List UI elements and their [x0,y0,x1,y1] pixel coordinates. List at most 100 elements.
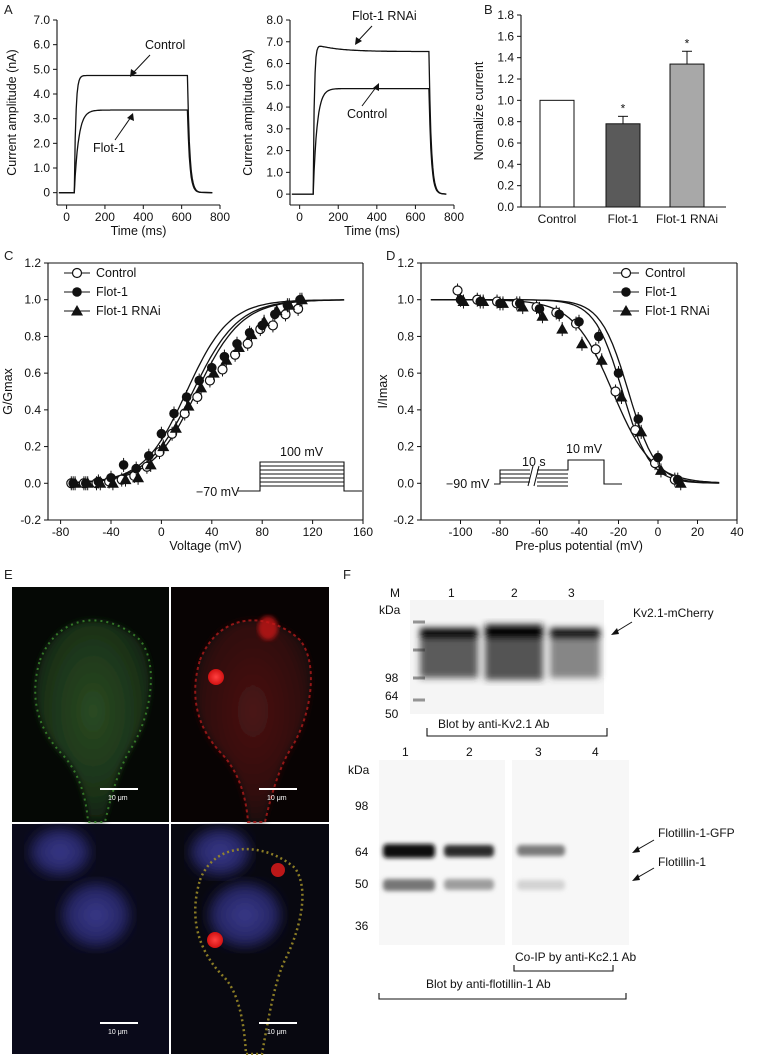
protocol-test-label-d: 10 mV [566,442,603,456]
protocol-hold-label-c: −70 mV [196,485,240,499]
data-point-d [635,425,648,437]
x-axis-label-d: Pre-plus potential (mV) [515,539,643,553]
red-puncta-2 [207,932,223,948]
data-point-c [144,450,154,461]
y-tick-label-a2: 1.0 [266,165,283,179]
caption-blot-flot: Blot by anti-flotillin-1 Ab [426,977,551,991]
chart-a-left: 0 200 400 600 800 0 1.0 2.0 3.0 4.0 5.0 6.0 7.0 Time … [5,13,230,238]
caption-coip: Co-IP by anti-Kc2.1 Ab [515,950,637,964]
y-tick-label-a2: 5.0 [266,78,283,92]
data-point-c [293,303,304,314]
data-point-c [245,328,258,340]
y-tick-label-b: 1.8 [497,8,514,22]
kda-label-top: kDa [379,603,401,617]
chart-c-activation: -80 -40 0 40 80 120 160 -0.2 0.0 0.2 0.4 0.6 0.8 1.0 1… [1,256,373,553]
bar-control [539,99,575,208]
data-point-c [118,460,129,470]
x-tick-label-d: 40 [730,525,744,539]
lane-label-bottom-3: 3 [535,745,542,759]
data-point-d [590,344,601,355]
x-axis-label-c: Voltage (mV) [169,539,241,553]
y-tick-label-a1: 0 [43,186,50,200]
marker-bottom-50: 50 [355,877,369,891]
x-tick-label-a1: 400 [133,210,153,224]
panel-label-a: A [4,2,13,17]
x-tick-label-a1: 800 [210,210,230,224]
data-point-d [496,297,509,308]
legend-marker-c [71,305,83,316]
lane-label-bottom-1: 1 [402,745,409,759]
legend-marker-c [71,267,83,279]
arrow-label-kv21: Kv2.1-mCherry [633,606,714,620]
x-tick-label-a1: 200 [95,210,115,224]
data-point-c [192,391,203,403]
panel-label-c: C [4,248,13,263]
x-tick-label-d: -40 [570,525,588,539]
data-point-c [182,400,195,411]
scale-label-4: 10 μm [267,1029,287,1036]
data-point-d [613,368,624,378]
y-axis-label-a2: Current amplitude (nA) [241,49,255,175]
bar-flot-1 [605,123,641,208]
data-point-c [169,408,179,419]
panel-label-e: E [4,567,13,582]
data-point-c [132,471,145,483]
y-tick-label-b: 1.4 [497,51,514,65]
marker-top-64: 64 [385,689,399,703]
scale-label-2: 10 μm [267,795,287,802]
arrow-flot-a-left [114,116,132,141]
data-point-c [94,477,107,488]
y-tick-label-c: -0.2 [20,513,41,527]
legend-marker-c [72,287,82,297]
annotation-rnai-a-right: Flot-1 RNAi [352,9,417,23]
data-point-d [575,337,588,349]
legend-label-d: Flot-1 [645,285,677,299]
data-point-c [144,458,157,470]
panel-label-b: B [484,2,493,17]
annotation-control-a-right: Control [347,107,387,121]
microscopy-panel-e: 10 μm 10 μm 10 μm 10 μm [12,587,329,1055]
y-axis-label-d: I/Imax [376,374,390,409]
y-tick-label-b: 0.4 [497,157,514,171]
y-tick-label-a1: 1.0 [33,161,50,175]
x-tick-label-d: 0 [655,525,662,539]
lane-label-top-2: 2 [511,586,518,600]
data-point-c [119,473,132,485]
x-tick-label-d: -80 [491,525,509,539]
y-tick-label-c: 1.0 [24,293,41,307]
y-axis-label-c: G/Gmax [1,367,15,414]
arrow-rnai-a-right [356,25,373,43]
significance-marker: * [685,36,690,50]
x-tick-label-c: 120 [303,525,323,539]
x-tick-label-d: -100 [448,525,472,539]
protocol-inset-d: 10 s 10 mV −90 mV [446,442,622,491]
lane-label-top-1: 1 [448,586,455,600]
data-point-d [674,477,687,488]
marker-top-50: 50 [385,707,399,721]
lane-label-bottom-2: 2 [466,745,473,759]
data-point-d [574,316,584,327]
x-tick-label-c: 0 [158,525,165,539]
x-tick-label-c: -80 [52,525,70,539]
trace-a2-1 [291,87,447,195]
x-tick-label-a2: 200 [328,210,348,224]
data-point-d [615,391,628,402]
y-tick-label-a2: 7.0 [266,35,283,49]
data-point-c [169,422,182,433]
lane-label-m: M [390,586,400,600]
y-tick-label-b: 0.8 [497,115,514,129]
x-tick-label-a2: 600 [405,210,425,224]
y-tick-label-c: 0.0 [24,476,41,490]
legend-label-c: Control [96,266,136,280]
data-point-c [217,364,228,375]
y-tick-label-d: 0.0 [397,476,414,490]
arrow-label-flot-gfp: Flotillin-1-GFP [658,826,735,840]
y-tick-label-a2: 2.0 [266,144,283,158]
data-point-d [516,301,529,312]
category-label: Flot-1 [608,212,639,226]
x-tick-label-d: -20 [610,525,628,539]
x-axis-label-a1: Time (ms) [111,224,167,238]
data-point-d [536,310,549,321]
bar-flot-1-rnai [669,63,705,208]
